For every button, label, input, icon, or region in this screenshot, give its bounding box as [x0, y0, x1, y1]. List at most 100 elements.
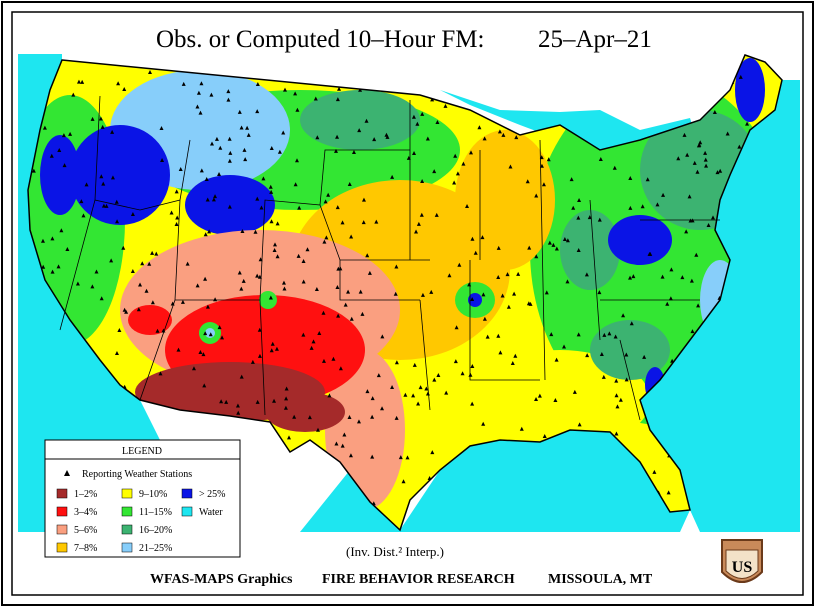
station	[301, 279, 306, 284]
station	[219, 399, 224, 404]
station	[577, 198, 582, 203]
station	[250, 359, 255, 364]
station	[614, 393, 619, 398]
station	[401, 479, 406, 484]
legend-swatch	[181, 488, 193, 499]
station	[144, 288, 149, 293]
station	[343, 302, 348, 307]
station	[114, 199, 119, 204]
station	[180, 299, 185, 304]
station	[191, 366, 196, 371]
station	[270, 341, 275, 346]
station	[385, 134, 390, 139]
station	[642, 354, 647, 359]
legend-swatch	[121, 506, 133, 517]
station	[227, 158, 232, 163]
station	[257, 327, 262, 332]
zone	[128, 305, 172, 335]
station	[432, 169, 437, 174]
station	[549, 332, 554, 337]
station	[99, 296, 104, 301]
station	[443, 103, 448, 108]
station	[327, 393, 332, 398]
station	[537, 393, 542, 398]
station	[281, 280, 286, 285]
station	[562, 344, 567, 349]
station	[718, 168, 723, 173]
station	[117, 327, 122, 332]
station	[272, 248, 277, 253]
station	[255, 196, 260, 201]
station	[571, 205, 576, 210]
station	[228, 150, 233, 155]
station	[81, 213, 86, 218]
legend-swatch	[121, 524, 133, 535]
station	[340, 220, 345, 225]
station	[482, 316, 487, 321]
station	[468, 150, 473, 155]
station	[227, 204, 232, 209]
station	[692, 160, 697, 165]
station	[390, 174, 395, 179]
station	[158, 371, 163, 376]
station	[226, 89, 231, 94]
station	[335, 97, 340, 102]
zone	[608, 215, 672, 265]
station	[199, 81, 204, 86]
station	[61, 133, 66, 138]
station	[652, 469, 657, 474]
station	[147, 70, 152, 75]
station	[255, 273, 260, 278]
station	[217, 325, 222, 330]
zone	[70, 125, 170, 225]
station	[715, 170, 720, 175]
legend-swatch	[56, 488, 68, 499]
station	[465, 203, 470, 208]
zone	[40, 135, 80, 215]
station	[470, 401, 475, 406]
station	[525, 179, 530, 184]
station	[284, 396, 289, 401]
legend-swatch	[121, 488, 133, 499]
station	[361, 197, 366, 202]
station	[314, 287, 319, 292]
station	[296, 253, 301, 258]
legend-stations: Reporting Weather Stations	[82, 469, 192, 480]
station	[294, 158, 299, 163]
station	[138, 282, 143, 287]
station	[676, 156, 681, 161]
station	[259, 205, 264, 210]
station	[284, 386, 289, 391]
station	[292, 414, 297, 419]
station	[461, 161, 466, 166]
station	[65, 247, 70, 252]
station	[569, 177, 574, 182]
station	[695, 169, 700, 174]
station	[510, 360, 515, 365]
station	[661, 192, 666, 197]
legend-label: 9–10%	[139, 489, 167, 500]
station	[239, 286, 244, 291]
station	[239, 125, 244, 130]
station	[211, 197, 216, 202]
station	[690, 329, 695, 334]
station	[277, 149, 282, 154]
station	[261, 176, 266, 181]
legend: LEGEND Reporting Weather Stations 1–2% 3–…	[44, 439, 241, 558]
zone	[205, 328, 215, 338]
station	[79, 199, 84, 204]
station	[434, 212, 439, 217]
station	[710, 215, 715, 220]
station	[703, 157, 708, 162]
station	[295, 107, 300, 112]
station	[176, 347, 181, 352]
station	[393, 291, 398, 296]
station	[116, 81, 121, 86]
station	[109, 258, 114, 263]
station	[321, 358, 326, 363]
station	[398, 455, 403, 460]
station	[618, 397, 623, 402]
station	[218, 145, 223, 150]
station	[349, 316, 354, 321]
